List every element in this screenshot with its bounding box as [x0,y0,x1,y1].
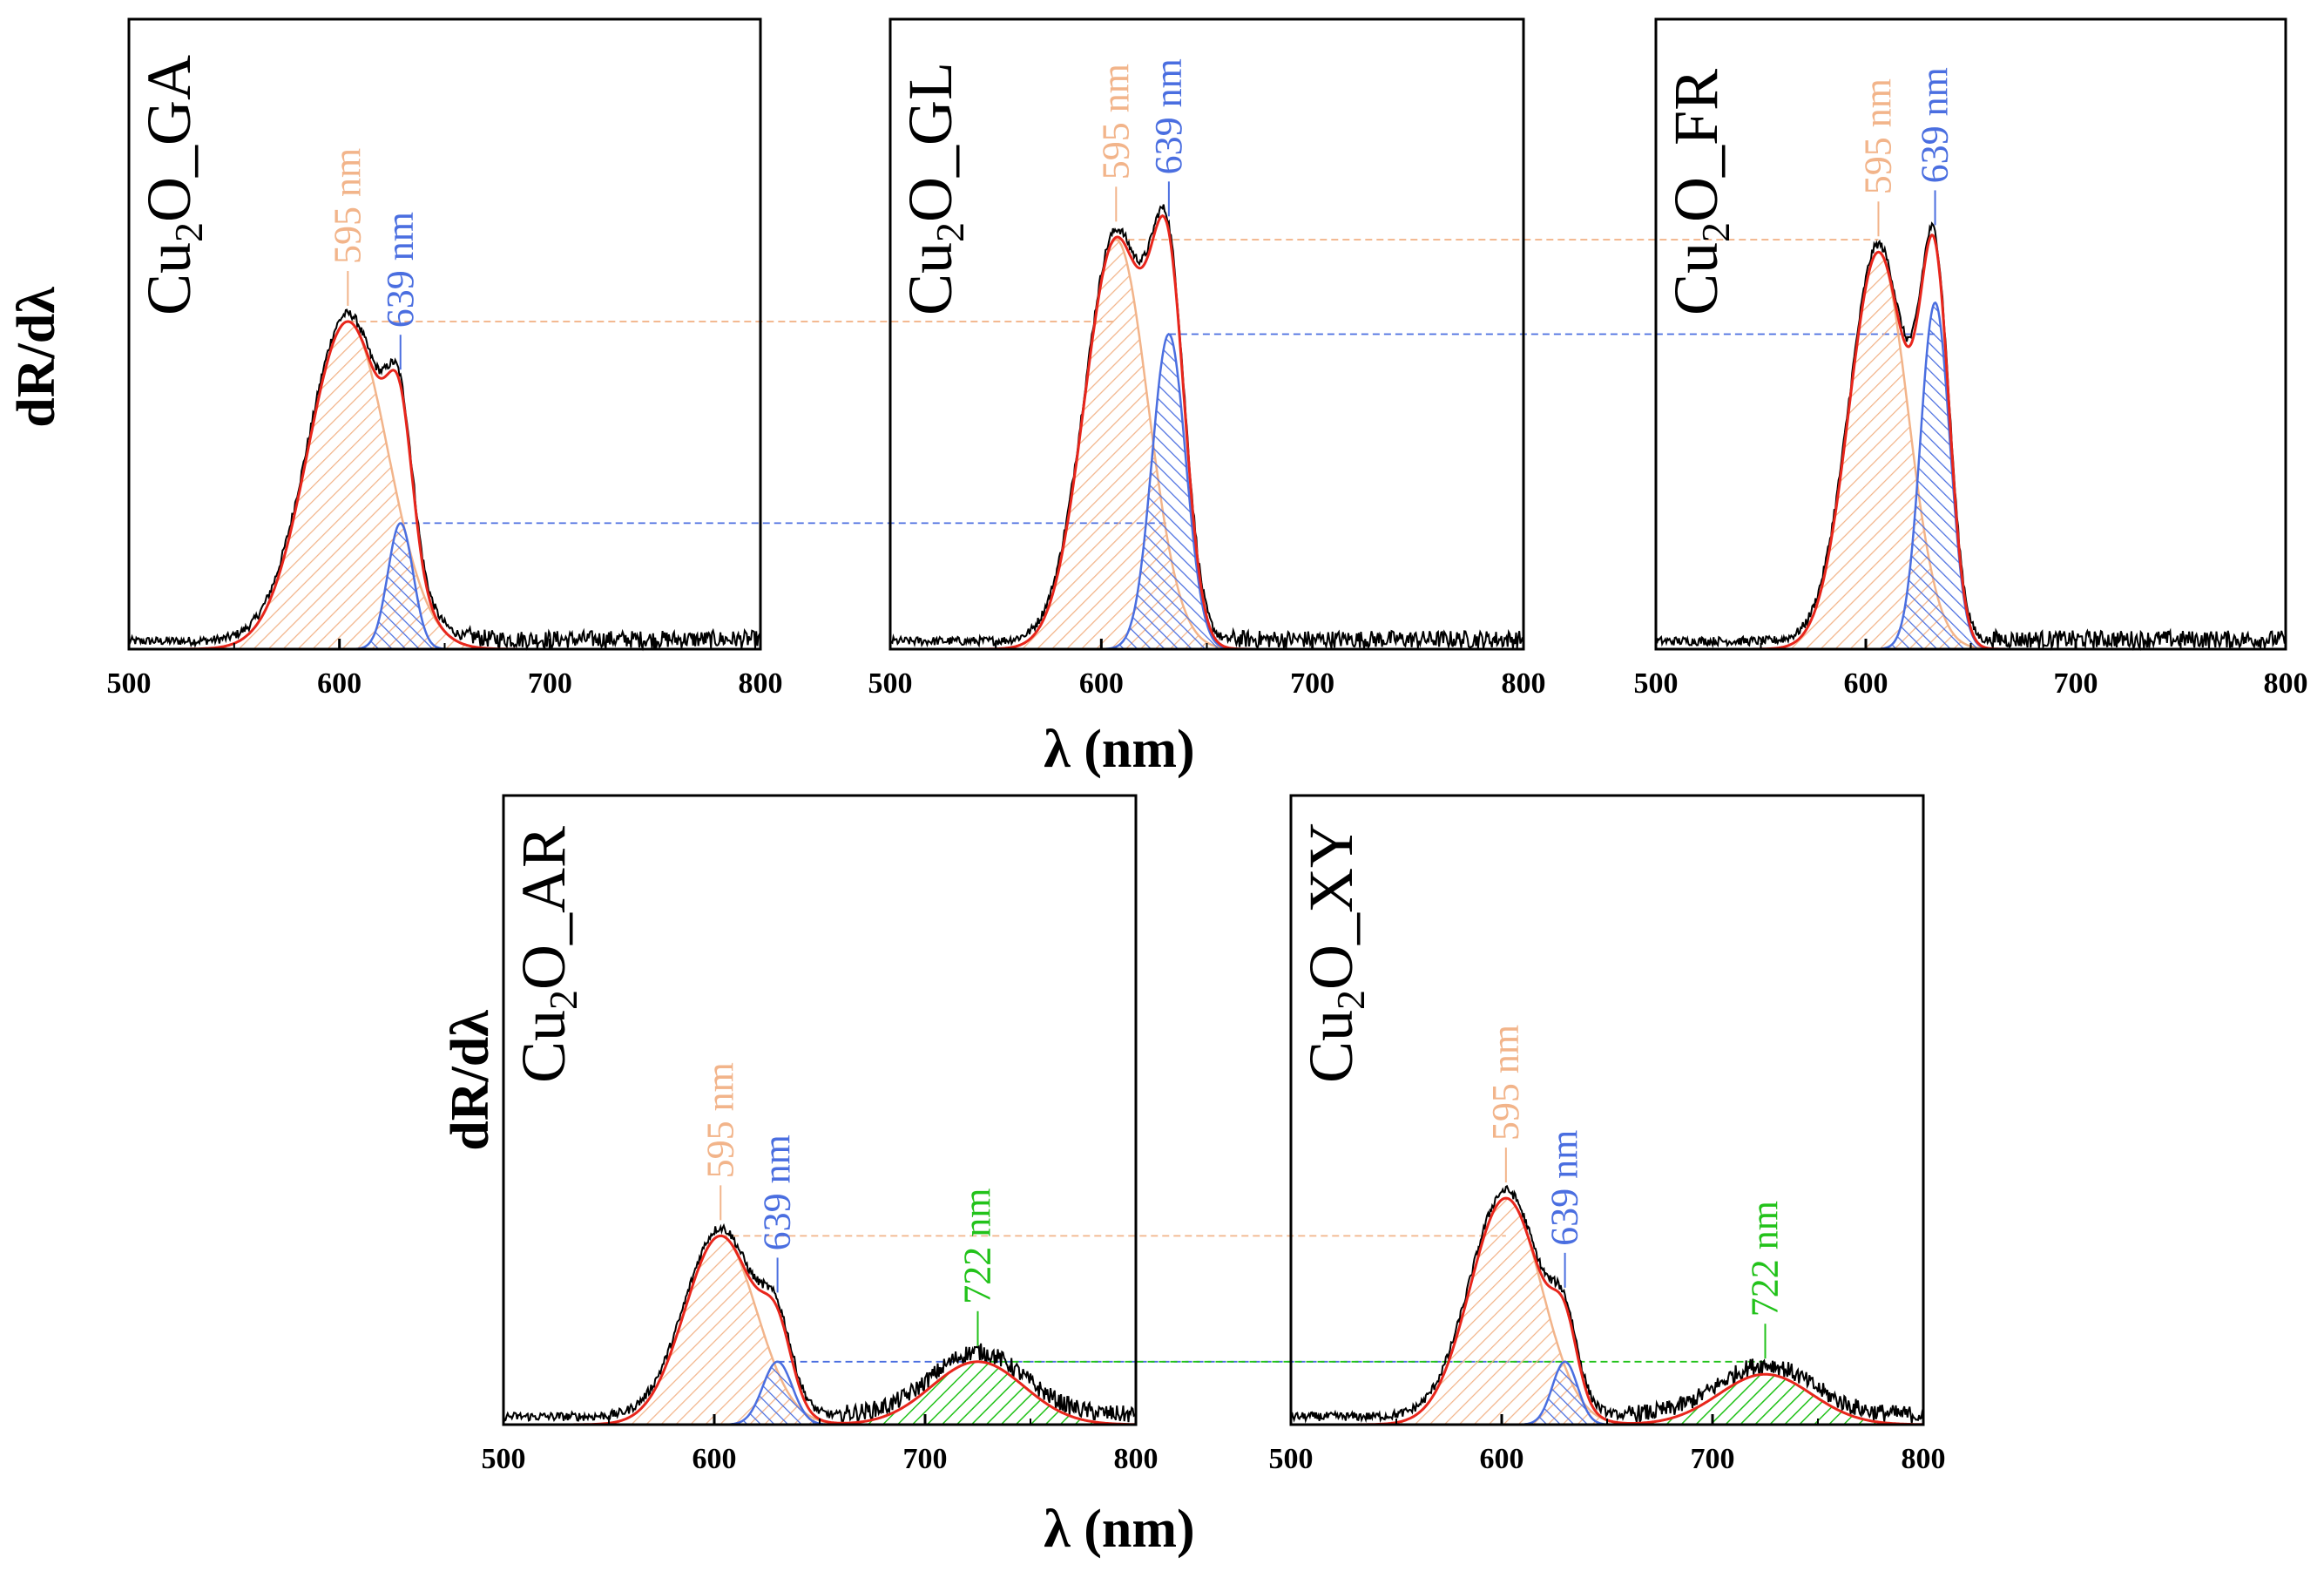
x-tick-label: 700 [2054,667,2098,700]
y-axis-title-top: dR/dλ [7,287,66,428]
fit-envelope-line [1656,233,2286,651]
x-tick-label: 500 [868,667,913,700]
x-tick-label: 500 [1269,1443,1314,1475]
x-axis-title-bottom: λ (nm) [1044,1500,1194,1559]
measured-spectrum-line [503,1222,1137,1424]
x-tick-label: 700 [1691,1443,1735,1475]
plot-frame [502,794,1138,1426]
panel-cu2o-ga: 500 600 700 800 Cu2O_GA 595 nm 639 nm [107,17,783,700]
peak-label-639: 639 nm [756,1134,799,1250]
sample-label: Cu2O_GL [895,62,972,315]
x-tick-label: 800 [2264,667,2308,700]
sample-label: Cu2O_GA [134,55,211,315]
x-tick-label: 600 [317,667,361,700]
x-tick-label: 500 [107,667,152,700]
x-tick-label: 800 [1114,1443,1159,1475]
x-tick-label: 500 [1634,667,1679,700]
peak-639-fill [1097,333,1240,651]
sample-label: Cu2O_AR [509,826,585,1083]
peak-722-fill [782,1360,1137,1426]
peak-label-595: 595 nm [326,148,368,264]
panel-cu2o-fr: 500 600 700 800 Cu2O_FR 595 nm 639 nm [1634,17,2308,700]
x-axis-title-top: λ (nm) [1044,720,1194,779]
peak-label-639: 639 nm [379,212,422,328]
fit-envelope-line [503,1234,1136,1426]
peak-label-722: 722 nm [956,1188,999,1304]
measured-spectrum-line [128,308,761,652]
x-tick-label: 700 [1290,667,1334,700]
measured-spectrum-line [889,204,1524,650]
peak-label-595: 595 nm [1094,64,1137,179]
fit-envelope-line [890,214,1523,651]
sample-label: Cu2O_XY [1296,823,1373,1083]
x-tick-label: 700 [528,667,572,700]
x-tick-label: 800 [1902,1443,1946,1475]
x-tick-label: 600 [1079,667,1124,700]
peak-595-fill [570,1235,871,1426]
x-tick-label: 600 [692,1443,737,1475]
x-tick-label: 800 [1502,667,1546,700]
peak-label-639: 639 nm [1544,1130,1586,1246]
x-tick-label: 500 [482,1443,526,1475]
x-tick-label: 600 [1844,667,1888,700]
peak-639-fill [347,522,454,651]
fit-envelope-line [1291,1196,1923,1426]
x-tick-label: 800 [739,667,783,700]
plot-frame [127,17,762,651]
peak-595-fill [1355,1196,1657,1426]
peak-595-fill [982,238,1251,651]
peak-label-722: 722 nm [1744,1201,1787,1317]
x-tick-label: 700 [903,1443,948,1475]
peak-label-595: 595 nm [699,1062,741,1178]
peak-connectors [348,239,1936,1363]
measured-spectrum-line [1290,1184,1924,1425]
panel-cu2o-gl: 500 600 700 800 Cu2O_GL 595 nm 639 nm [868,17,1546,700]
y-axis-title-bottom: dR/dλ [441,1010,500,1151]
plot-frame [1289,794,1925,1426]
peak-595-fill [179,320,517,651]
measured-spectrum-line [1655,221,2287,652]
peak-label-595: 595 nm [1856,78,1899,194]
panel-cu2o-xy: 500 600 700 800 Cu2O_XY 595 nm 639 nm 722 nm [1269,794,1946,1475]
sample-label: Cu2O_FR [1661,69,1738,315]
x-tick-label: 600 [1480,1443,1524,1475]
peak-label-639: 639 nm [1914,67,1956,183]
peak-label-595: 595 nm [1484,1025,1527,1141]
peak-label-639: 639 nm [1147,58,1190,174]
panel-cu2o-ar: 500 600 700 800 Cu2O_AR 595 nm 639 nm 722 nm [482,794,1159,1475]
fit-envelope-line [129,320,760,651]
